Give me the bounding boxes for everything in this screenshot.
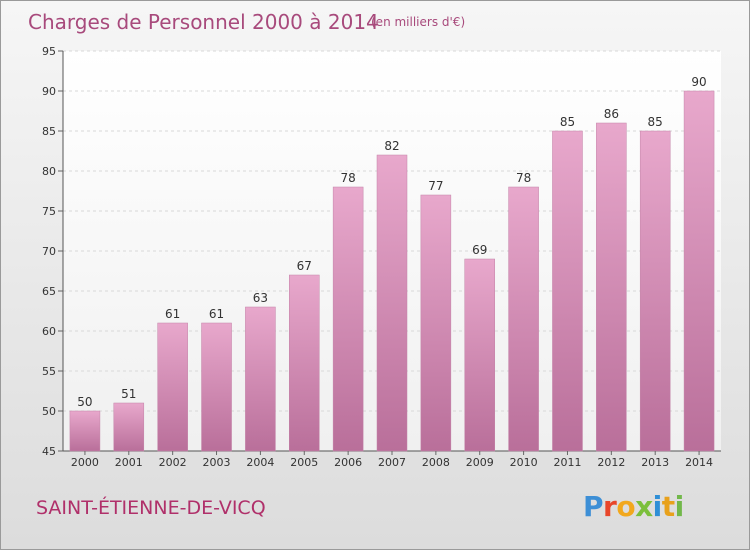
data-label: 90 xyxy=(691,75,706,89)
x-tick-label: 2014 xyxy=(685,456,713,469)
bar xyxy=(508,186,539,452)
x-tick-label: 2009 xyxy=(466,456,494,469)
data-label: 69 xyxy=(472,243,487,257)
y-tick-label: 70 xyxy=(42,245,56,258)
y-tick-label: 45 xyxy=(42,445,56,458)
data-label: 85 xyxy=(560,115,575,129)
y-tick-label: 90 xyxy=(42,85,56,98)
data-label: 78 xyxy=(340,171,355,185)
y-tick-label: 60 xyxy=(42,325,56,338)
y-tick-label: 65 xyxy=(42,285,56,298)
y-tick-label: 75 xyxy=(42,205,56,218)
x-tick-label: 2004 xyxy=(246,456,274,469)
bar xyxy=(332,186,364,452)
logo-letter: i xyxy=(674,490,685,523)
data-label: 86 xyxy=(604,107,619,121)
x-tick-label: 2013 xyxy=(641,456,669,469)
x-tick-label: 2012 xyxy=(597,456,625,469)
y-tick-label: 55 xyxy=(42,365,56,378)
logo-letter: t xyxy=(661,490,675,523)
bar xyxy=(201,322,232,452)
bar xyxy=(376,154,408,452)
x-tick-label: 2007 xyxy=(378,456,406,469)
logo-letter: i xyxy=(652,490,663,523)
commune-name: SAINT-ÉTIENNE-DE-VICQ xyxy=(36,497,266,519)
data-label: 78 xyxy=(516,171,531,185)
data-label: 63 xyxy=(253,291,268,305)
bar xyxy=(552,130,583,452)
bar xyxy=(683,90,715,452)
bar xyxy=(69,410,101,452)
bar xyxy=(157,322,188,452)
x-tick-label: 2000 xyxy=(71,456,99,469)
y-tick-label: 85 xyxy=(42,125,56,138)
x-tick-label: 2010 xyxy=(510,456,538,469)
x-tick-label: 2001 xyxy=(115,456,143,469)
logo-letter: r xyxy=(603,490,617,523)
x-tick-label: 2008 xyxy=(422,456,450,469)
x-tick-label: 2005 xyxy=(290,456,318,469)
y-tick-label: 95 xyxy=(42,45,56,58)
bar xyxy=(639,130,671,452)
x-tick-label: 2002 xyxy=(159,456,187,469)
chart-unit: (en milliers d'€) xyxy=(371,15,466,29)
data-label: 67 xyxy=(297,259,312,273)
data-label: 51 xyxy=(121,387,136,401)
data-label: 61 xyxy=(209,307,224,321)
logo-letter: P xyxy=(583,490,604,523)
bar xyxy=(596,122,627,452)
x-tick-label: 2011 xyxy=(553,456,581,469)
bar xyxy=(289,274,320,452)
x-tick-label: 2003 xyxy=(203,456,231,469)
data-label: 50 xyxy=(77,395,92,409)
bar xyxy=(464,258,495,452)
data-label: 85 xyxy=(648,115,663,129)
bar xyxy=(420,194,452,452)
proxiti-logo[interactable]: Proxiti xyxy=(583,487,684,527)
y-tick-label: 50 xyxy=(42,405,56,418)
data-label: 77 xyxy=(428,179,443,193)
bar xyxy=(113,402,145,452)
x-tick-label: 2006 xyxy=(334,456,362,469)
data-label: 61 xyxy=(165,307,180,321)
data-label: 82 xyxy=(384,139,399,153)
bar xyxy=(245,306,276,452)
chart-title: Charges de Personnel 2000 à 2014 xyxy=(28,10,379,34)
logo-letter: x xyxy=(635,490,653,523)
y-tick-label: 80 xyxy=(42,165,56,178)
logo-letter: o xyxy=(616,490,636,523)
